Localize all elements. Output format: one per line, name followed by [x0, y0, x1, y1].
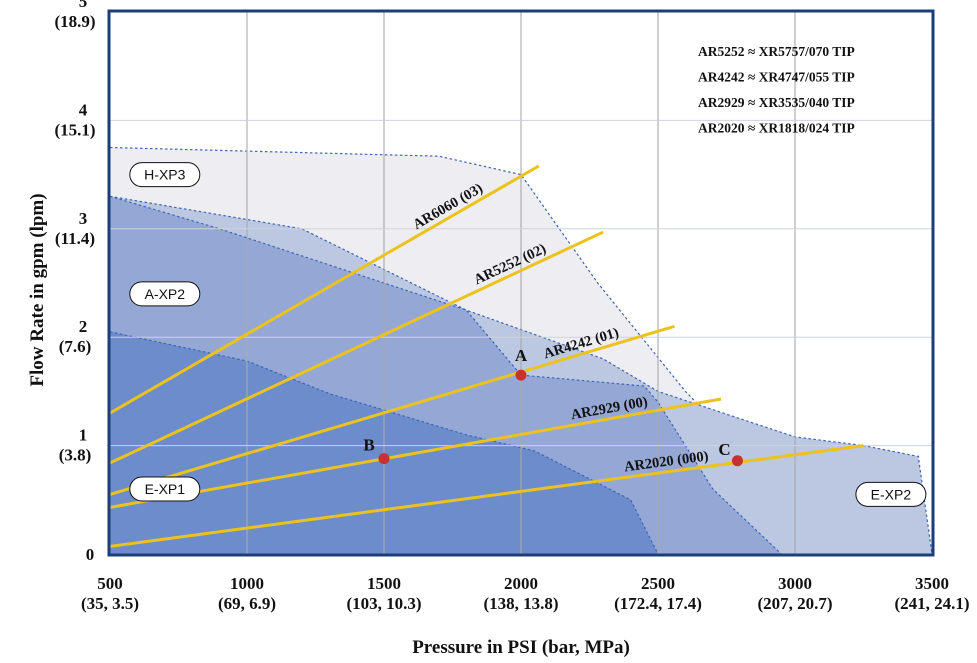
y-tick-label: 4 — [79, 100, 88, 119]
tip-equivalence-note: AR4242 ≈ XR4747/055 TIP — [698, 70, 855, 85]
y-tick-sublabel: (3.8) — [59, 446, 92, 465]
series-line — [110, 164, 540, 415]
plot-frame — [107, 9, 935, 557]
region-label-text: E-XP2 — [871, 486, 912, 502]
x-tick-sublabel: (241, 24.1) — [894, 594, 969, 613]
region-label-a-xp2: A-XP2 — [129, 281, 201, 307]
region-label-box — [129, 162, 201, 188]
tip-equivalence-note: AR5252 ≈ XR5757/070 TIP — [698, 44, 855, 59]
region-h-xp3-boundary — [110, 146, 837, 554]
region-label-e-xp1: E-XP1 — [129, 476, 201, 502]
x-tick-label: 2000 — [504, 574, 538, 593]
y-tick-sublabel: (18.9) — [54, 12, 95, 31]
y-tick-sublabel: (11.4) — [55, 229, 95, 248]
region-label-e-xp2: E-XP2 — [855, 481, 927, 507]
y-tick-sublabel: (15.1) — [54, 120, 95, 139]
region-label-text: H-XP3 — [144, 167, 185, 183]
x-tick-sublabel: (207, 20.7) — [757, 594, 832, 613]
x-tick-sublabel: (138, 13.8) — [483, 594, 558, 613]
x-tick-label: 3500 — [915, 574, 949, 593]
region-a-xp2-boundary — [110, 195, 782, 554]
x-tick-sublabel: (103, 10.3) — [346, 594, 421, 613]
grid-lines — [110, 12, 932, 554]
y-tick-label: 3 — [79, 209, 88, 228]
region-label-h-xp3: H-XP3 — [129, 162, 201, 188]
y-tick-label: 1 — [79, 426, 88, 445]
region-label-box — [855, 481, 927, 507]
x-tick-sublabel: (172.4, 17.4) — [614, 594, 702, 613]
y-tick-label: 2 — [79, 317, 88, 336]
point-c-label: C — [718, 440, 730, 459]
x-tick-sublabel: (35, 3.5) — [81, 594, 139, 613]
x-tick-label: 3000 — [778, 574, 812, 593]
y-axis-title: Flow Rate in gpm (lpm) — [27, 193, 48, 386]
x-tick-label: 500 — [97, 574, 123, 593]
region-label-text: E-XP1 — [145, 481, 186, 497]
x-tick-sublabel: (69, 6.9) — [218, 594, 276, 613]
x-axis-title: Pressure in PSI (bar, MPa) — [412, 637, 630, 658]
x-tick-label: 1500 — [367, 574, 401, 593]
y-tick-label: 5 — [79, 0, 88, 11]
tip-equivalence-note: AR2929 ≈ XR3535/040 TIP — [698, 95, 855, 110]
x-tick-label: 1000 — [230, 574, 264, 593]
operating-points: A B C — [363, 346, 743, 467]
point-a-label: A — [515, 346, 528, 365]
series-line — [110, 324, 675, 496]
y-tick-label: 0 — [86, 545, 95, 564]
y-tick-sublabel: (7.6) — [59, 337, 92, 356]
x-tick-label: 2500 — [641, 574, 675, 593]
region-label-box — [129, 281, 201, 307]
x-axis-ticks: 500(35, 3.5) 1000(69, 6.9) 1500(103, 10.3)… — [81, 574, 970, 613]
y-axis-ticks: 0 1(3.8) 2(7.6) 3(11.4) 4(15.1) 5(18.9) — [54, 0, 95, 564]
point-a-marker — [515, 369, 527, 381]
region-label-text: A-XP2 — [145, 286, 186, 302]
point-b-marker — [378, 453, 390, 465]
point-b-label: B — [363, 436, 374, 455]
series-line — [110, 230, 604, 465]
tip-equivalence-note: AR2020 ≈ XR1818/024 TIP — [698, 121, 855, 136]
tip-annotations: AR5252 ≈ XR5757/070 TIP AR4242 ≈ XR4747/0… — [698, 44, 855, 136]
point-c-marker — [731, 455, 743, 467]
series-line — [110, 397, 722, 509]
region-label-box — [129, 476, 201, 502]
